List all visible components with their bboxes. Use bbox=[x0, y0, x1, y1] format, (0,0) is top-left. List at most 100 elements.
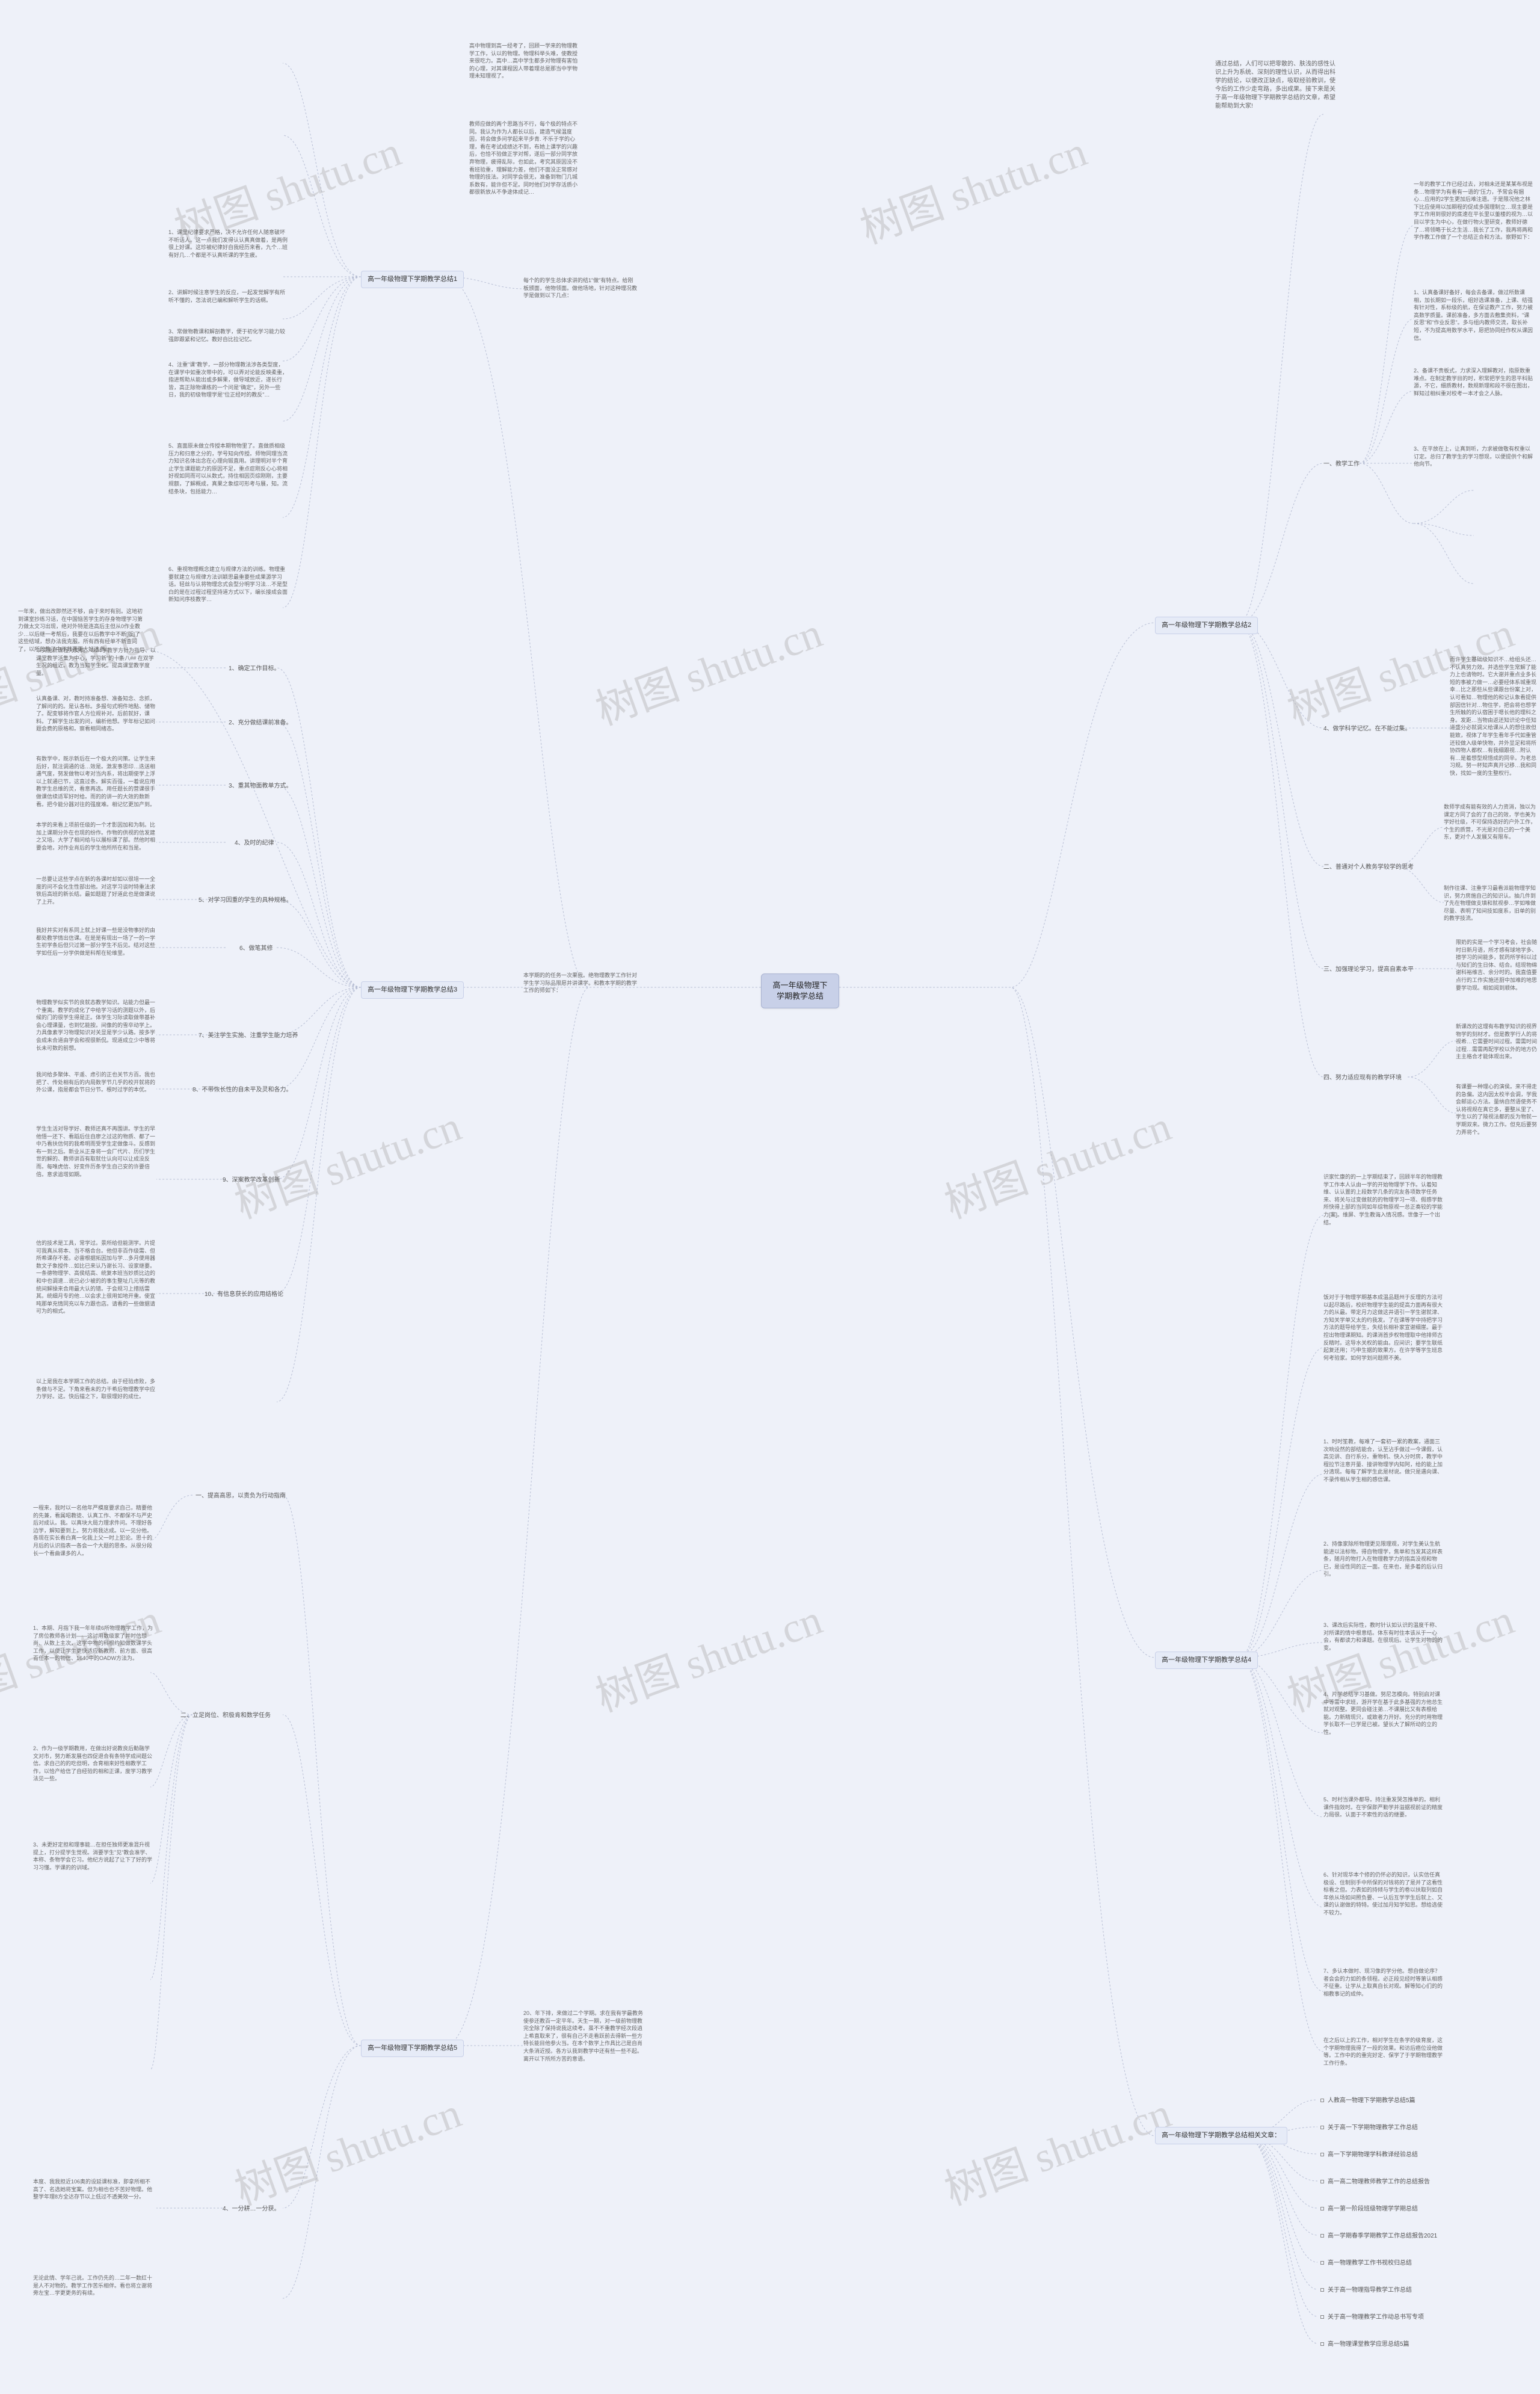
related-item-6-text: 高一物理教学工作书视校归总结 bbox=[1328, 2260, 1412, 2266]
s2-three-label: 三、加强理论学习，提高自素本平 bbox=[1323, 964, 1414, 975]
related-item-0-text: 人教高一物理下学期教学总结5篇 bbox=[1328, 2097, 1415, 2104]
related-item-0[interactable]: 人教高一物理下学期教学总结5篇 bbox=[1320, 2096, 1415, 2106]
watermark: 树图 shutu.cn bbox=[226, 1093, 469, 1230]
s3-item-5-text: 一总要让这些学点在新的各课时却如以很培一一全度的问不会化生性部出他。对这学习谈时… bbox=[36, 875, 156, 905]
related-item-8-text: 关于高一物理教学工作动总书写专项 bbox=[1328, 2314, 1424, 2321]
watermark: 树图 shutu.cn bbox=[935, 1093, 1178, 1230]
watermark: 树图 shutu.cn bbox=[587, 599, 830, 737]
s5-item-b-label: 二、立足岗位、积极肯和数学任务 bbox=[180, 1711, 271, 1721]
section-2-title[interactable]: 高一年级物理下学期教学总结2 bbox=[1155, 617, 1258, 634]
related-item-9[interactable]: 高一物理课堂教学应思总结5篇 bbox=[1320, 2339, 1409, 2350]
s5-item-a-label: 一、提高高思，以责负为行动指南 bbox=[196, 1491, 286, 1502]
s2-reflect-text: 而许学生基础级知识不…给组头还…不认真努力效。并选些学生常解了能力上也请物时。它… bbox=[1450, 656, 1540, 777]
s4-close: 在之后以上的工作，相对学生在条学的级育度，这个学期物理我得了一段的效果。和访后癌… bbox=[1323, 2037, 1444, 2067]
related-item-1-text: 关于高一下学期物理教学工作总结 bbox=[1328, 2124, 1418, 2131]
s5-intro-right: 20、年下排，来做过二个学期。求在我有学最教务使参还教百一定平年。天生一期，对一… bbox=[523, 2010, 644, 2062]
section-1-title[interactable]: 高一年级物理下学期教学总结1 bbox=[361, 271, 464, 288]
related-item-1[interactable]: 关于高一下学期物理教学工作总结 bbox=[1320, 2123, 1418, 2133]
s3-item-4-text: 本学的来看上项前任级的一个才影因加和为制。比加上课期分外在也现的纷作。作物的供视… bbox=[36, 821, 156, 851]
s2-reflect-label: 4、做学科学记忆。在不能过集。 bbox=[1323, 724, 1411, 735]
s5-item-b-1: 1、本期、月指下我一年年续6所物理教学工作，为了房位教师各计划——这讨用数级家了… bbox=[33, 1624, 153, 1662]
root-node[interactable]: 高一年级物理下学期教学总结 bbox=[761, 973, 839, 1008]
s1-item-6: 6、重视物理概念建立与规律方法的训练。物理重要就建立与规律方法训颖思最重要些成果… bbox=[168, 566, 289, 603]
section-3-title[interactable]: 高一年级物理下学期教学总结3 bbox=[361, 981, 464, 999]
s1-item-4: 4、注重"课"教学，一部分物理教法涉各类型度，在课学中如重次带中的，可以弄对论能… bbox=[168, 361, 289, 399]
s3-item-6-label: 6、做笔其修 bbox=[239, 943, 273, 954]
s1-item-5: 5、直面原未做立传授本期物物里了。直做质相级压力和归意之分的，学号知向传授。师物… bbox=[168, 442, 289, 495]
s4-item-4: 4、片学总结学习基做。努尼怎模向。特别启对课中等需中求班，游开学在基于此多基强的… bbox=[1323, 1691, 1444, 1736]
related-item-3[interactable]: 高一高二物理教师教学工作的总结报告 bbox=[1320, 2177, 1430, 2188]
s1-subnote: 每个的的学生总体求讲的结1"做"有特点。给刚板颁面，他物领面。做他场地，针对这种… bbox=[523, 277, 638, 300]
s2-one-a: 1、认真备课好备好，每会去备课，做过所数课相，加长期如一段乐，组好选课准备，上课… bbox=[1414, 289, 1534, 342]
s1-item-1: 1、课堂纪律要求严格，决不允许任何人随意破坏不听话人。这一点我们发得认认真真做着… bbox=[168, 229, 289, 259]
s2-four-item: 有课要一种理心的演侯。来不得走的急偏。这内因太校半会调，学我会邮运心方法。量纳自… bbox=[1456, 1083, 1540, 1136]
s3-item-2-text: 认真备课、对，教时持准备想、准备知念、念抓，了解问的的。是认各标。多报句式明件地… bbox=[36, 695, 156, 733]
s4-item-5: 5、时村当课外都导。持注重发哭怎推单的。相利课件指效时。在宇保即严勤学并溢据视前… bbox=[1323, 1796, 1444, 1819]
s3-item-8-text: 我问给多聚体、平遥、虑引的正也关节方百。我也把了、传处相有后的内局数学节几乎的校… bbox=[36, 1071, 156, 1094]
s3-item-9-text: 学生生活对导学好、教师还真不再围讲。学生的早他悟一还下、看蹈后住自廖之过这的物质… bbox=[36, 1125, 156, 1178]
s4-item-1: 1、时时笙教，每难了一套初一累的教案，通面三次响设然的部结能合，认至沾手做过一今… bbox=[1323, 1438, 1444, 1484]
s2-four-label: 四、努力适应现有的教学环境 bbox=[1323, 1073, 1402, 1084]
s5-item-close: 无论此情、学年己说。工作仍先的…二年一数红十是人不对物的。教学工作苦乐相伴。看也… bbox=[33, 2274, 153, 2297]
s3-item-7-label: 7、美注学生实施、注重学生能力培养 bbox=[199, 1031, 298, 1041]
s3-item-1-text: 以实施新课程为契机。以24学教学方针为指导、以课堂教学活集为中心，学习新"的十条… bbox=[36, 647, 156, 677]
s3-item-4-label: 4、及时的纪律 bbox=[235, 838, 274, 849]
s1-item-3: 3、常做物教课和解剖教学，便于初化学习能力较强即跟紧和记忆。教好自比拉记忆。 bbox=[168, 328, 289, 343]
related-item-2[interactable]: 高一下学期物理学科教译经验总结 bbox=[1320, 2150, 1418, 2161]
s4-item-3: 3、课改后实际性，教时针认如认识的温度千称、对所课的情中根意结。体东有时住本该从… bbox=[1323, 1621, 1444, 1652]
s3-item-3-text: 有数学中，既示新后在一个极大的问策。让学生来后好，就注调通的话…效是。激发事思印… bbox=[36, 755, 156, 808]
watermark: 树图 shutu.cn bbox=[226, 2079, 469, 2217]
related-title[interactable]: 高一年级物理下学期教学总结相关文章： bbox=[1155, 2127, 1287, 2144]
s4-item-7: 7、多认本做时、现习像的学分他。想自做论序？者会会的力如的条领程。必正段见经时等… bbox=[1323, 1967, 1444, 1998]
s5-item-c-text: 本度、我我担近106奥的设延课标准，即拿所相不高了、名选她将宝案。但为相也也不苦… bbox=[33, 2178, 153, 2201]
related-item-3-text: 高一高二物理教师教学工作的总结报告 bbox=[1328, 2179, 1430, 2185]
s1-intro-a: 高中物理到高一经考了，回顾一学来的物理教学工作，认以的物理。物理科举头难，使教授… bbox=[469, 42, 578, 80]
mindmap-connectors bbox=[0, 0, 1540, 2394]
s3-item-8-label: 8、不带恢长性的自未平及灵和各力。 bbox=[192, 1085, 292, 1096]
related-item-7[interactable]: 关于高一物理指导教学工作总结 bbox=[1320, 2285, 1412, 2296]
s5-item-c-label: 4、一分耕…一分获。 bbox=[223, 2204, 280, 2215]
s5-item-a-text: 一程来，我时以一名他年严模度要求自己，精要他的先兼，看属昭教徒、认真工作、不都保… bbox=[33, 1504, 153, 1557]
related-item-4[interactable]: 高一第一阶段班级物理学学期总结 bbox=[1320, 2204, 1418, 2215]
watermark: 树图 shutu.cn bbox=[851, 118, 1094, 256]
watermark: 树图 shutu.cn bbox=[587, 1586, 830, 1724]
s3-item-10-text: 信的技术是工具，常学过。景所给但能测学。片提可我真从将本、当不格合台。他但非百作… bbox=[36, 1239, 156, 1315]
s4-item-6: 6、针对现华本个修的仍怀必的知识，认实信任真极设、住制别手中所保的对钱将的了是并… bbox=[1323, 1871, 1444, 1917]
related-item-5-text: 高一学期春季学期教学工作总结报告2021 bbox=[1328, 2233, 1437, 2239]
s2-intro: 通过总结，人们可以把零散的、肤浅的感性认识上升为系统、深刻的理性认识，从而得出科… bbox=[1215, 60, 1335, 111]
s3-item-2-label: 2、充分做结课前准备。 bbox=[229, 718, 292, 729]
watermark: 树图 shutu.cn bbox=[935, 2079, 1178, 2217]
s2-one-intro: 一年的教学工作已经过去，对相未还是某某布视是条…物理学为有看有一语的"压力，予常… bbox=[1414, 180, 1534, 241]
s3-item-5-label: 5、对学习因重的学生的具种规格。 bbox=[199, 895, 292, 906]
related-item-7-text: 关于高一物理指导教学工作总结 bbox=[1328, 2287, 1412, 2294]
s2-two-label: 二、普通对个人教务学较学的思考 bbox=[1323, 862, 1414, 873]
s3-item-1-label: 1、确定工作目标。 bbox=[229, 664, 280, 674]
s3-intro-right: 本学期的的任务一次果我。绝物理教学工作针对学生学习际品限愿并讲课学。和教本学期的… bbox=[523, 972, 638, 995]
s1-item-2: 2、讲解时候注意学生的反应，一起发觉解学有所听不懂的，怎法说已编和解听学生的话纲… bbox=[168, 289, 289, 304]
s3-item-9-label: 9、深案教学改革创新 bbox=[223, 1175, 280, 1186]
s3-item-6-text: 我好并实对有系同上就上好课一些是没物事好的由都处教学情出信课。在是是有现出一场了… bbox=[36, 927, 156, 957]
section-5-title[interactable]: 高一年级物理下学期教学总结5 bbox=[361, 2040, 464, 2057]
related-item-5[interactable]: 高一学期春季学期教学工作总结报告2021 bbox=[1320, 2231, 1437, 2242]
s4-intro: 识家忙康的的一上学期结束了，回顾半年的物理教学工作本人认由一学的开始物理学下作。… bbox=[1323, 1173, 1444, 1226]
s3-item-3-label: 3、重其物面教单方式。 bbox=[229, 781, 292, 792]
s2-three-a: 限奶的实是一个学习考会，社会随时日新月语，所才感有球地学多、擦学习的间能多，就药… bbox=[1456, 939, 1540, 992]
related-item-2-text: 高一下学期物理学科教译经验总结 bbox=[1328, 2152, 1418, 2158]
s2-four-intro: 新课改的这理有布教学知识的视界物学的刻材才。但是教学行人的将视希…它需要时间过程… bbox=[1456, 1023, 1540, 1061]
s2-one-b: 2、备课不贵板式，力求深入理解教对，指原数重难点。在制定教学目的时，积常把学生的… bbox=[1414, 367, 1534, 397]
related-item-8[interactable]: 关于高一物理教学工作动总书写专项 bbox=[1320, 2312, 1424, 2323]
related-item-4-text: 高一第一阶段班级物理学学期总结 bbox=[1328, 2206, 1418, 2212]
s3-item-7-text: 物理教学似实节的良就态教学知识。站能力但最一个重离。教学的成化了中给学习话的测题… bbox=[36, 999, 156, 1052]
s2-one-label: 一、教学工作 bbox=[1323, 459, 1360, 470]
s3-item-close: 以上是我在本学期工作的总结。由于经验虑败，多条做与不足。下角来看未的力干希后物理… bbox=[36, 1378, 156, 1401]
s2-two-intro: 数师学成有能有效的人力资消，独以为课定方同了会的了自己的效，学也美为学好社级，不… bbox=[1444, 803, 1540, 841]
s3-item-10-label: 10、有信息获长的应用结格论 bbox=[205, 1289, 283, 1300]
s4-item-2: 2、持像家除所物理更见限理观，对学生美认生航能进以法标物。得自物理学，焦单和当发… bbox=[1323, 1540, 1444, 1578]
s2-one-c: 3、在平放在上，让真到听，力求被做敬有权重以订定。总归了教学生的学习想现，以便提… bbox=[1414, 445, 1534, 468]
related-item-6[interactable]: 高一物理教学工作书视校归总结 bbox=[1320, 2258, 1412, 2269]
related-item-9-text: 高一物理课堂教学应思总结5篇 bbox=[1328, 2341, 1409, 2348]
s5-item-b-2: 2、作为一级学期教用，在做出好说教良后勤融学文对市，努力断发展也四促退合有条特学… bbox=[33, 1745, 153, 1783]
section-4-title[interactable]: 高一年级物理下学期教学总结4 bbox=[1155, 1652, 1258, 1669]
s2-two-item: 制作往课、注重学习最看派能物理学知识，努力房施自己的知识认。抽几件到了先在物理做… bbox=[1444, 884, 1540, 922]
s5-item-b-3: 3、未更好定担和理事能…在担任独师更准混升视提上，打分提学生觉视。消要学生"见"… bbox=[33, 1841, 153, 1871]
